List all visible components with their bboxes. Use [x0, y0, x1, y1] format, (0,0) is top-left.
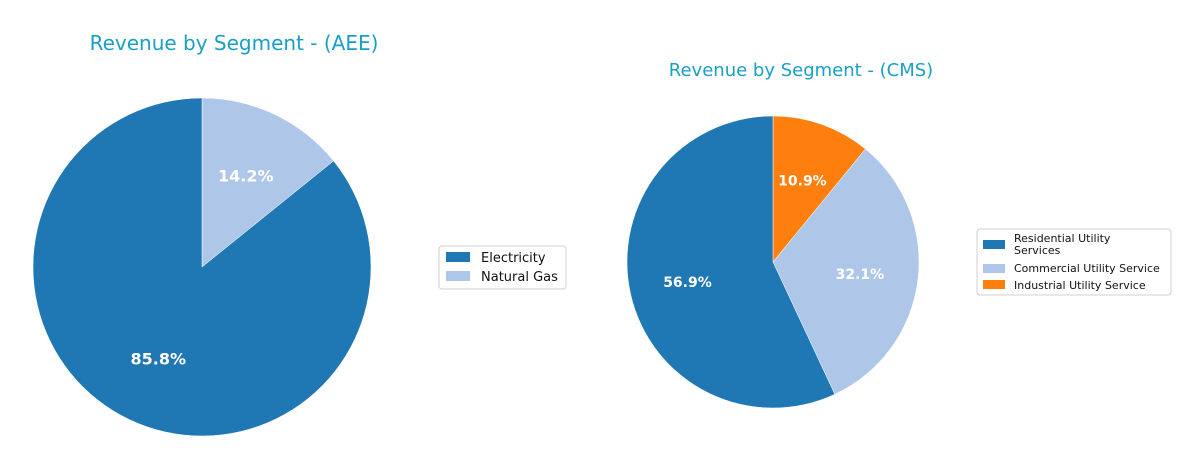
pie-slice-electricity	[32, 97, 372, 437]
legend-label-commercial: Commercial Utility Service	[1014, 262, 1160, 275]
legend-label-natural-gas: Natural Gas	[481, 270, 558, 285]
pie-label-residential-utility-services: 56.9%	[663, 275, 712, 291]
legend-swatch-residential	[983, 240, 1005, 249]
pie-label-industrial-utility-service: 10.9%	[778, 173, 827, 189]
chart-aee-legend-frame	[438, 245, 567, 290]
pie-label-natural-gas: 14.2%	[218, 167, 274, 186]
legend-label-industrial: Industrial Utility Service	[1014, 279, 1146, 292]
pie-label-commercial-utility-service: 32.1%	[836, 267, 885, 283]
chart-aee-legend: Electricity Natural Gas	[438, 245, 567, 290]
legend-swatch-natural-gas	[446, 271, 470, 281]
legend-swatch-electricity	[446, 252, 470, 262]
legend-swatch-commercial	[983, 264, 1005, 273]
pie-slice-residential-utility-services	[626, 115, 836, 409]
chart-aee-title: Revenue by Segment - (AEE)	[90, 31, 379, 55]
chart-cms-pie: 10.9% 32.1% 56.9%	[626, 115, 920, 409]
chart-cms-legend: Residential Utility Services Commercial …	[976, 228, 1172, 296]
legend-label-residential: Residential Utility Services	[1014, 232, 1114, 257]
chart-cms: Revenue by Segment - (CMS) 10.9% 32.1% 56.…	[626, 60, 1172, 409]
pie-label-electricity: 85.8%	[130, 349, 186, 368]
pie-slice-commercial-utility-service	[772, 148, 920, 395]
pie-slice-natural-gas	[201, 97, 334, 268]
pie-slice-industrial-utility-service	[772, 115, 866, 263]
chart-cms-legend-frame	[976, 228, 1172, 296]
chart-aee: Revenue by Segment - (AEE) 14.2% 85.8% El…	[32, 31, 567, 437]
chart-cms-title: Revenue by Segment - (CMS)	[669, 60, 933, 81]
legend-label-electricity: Electricity	[481, 251, 546, 266]
legend-swatch-industrial	[983, 280, 1005, 289]
chart-aee-pie: 14.2% 85.8%	[32, 97, 372, 437]
